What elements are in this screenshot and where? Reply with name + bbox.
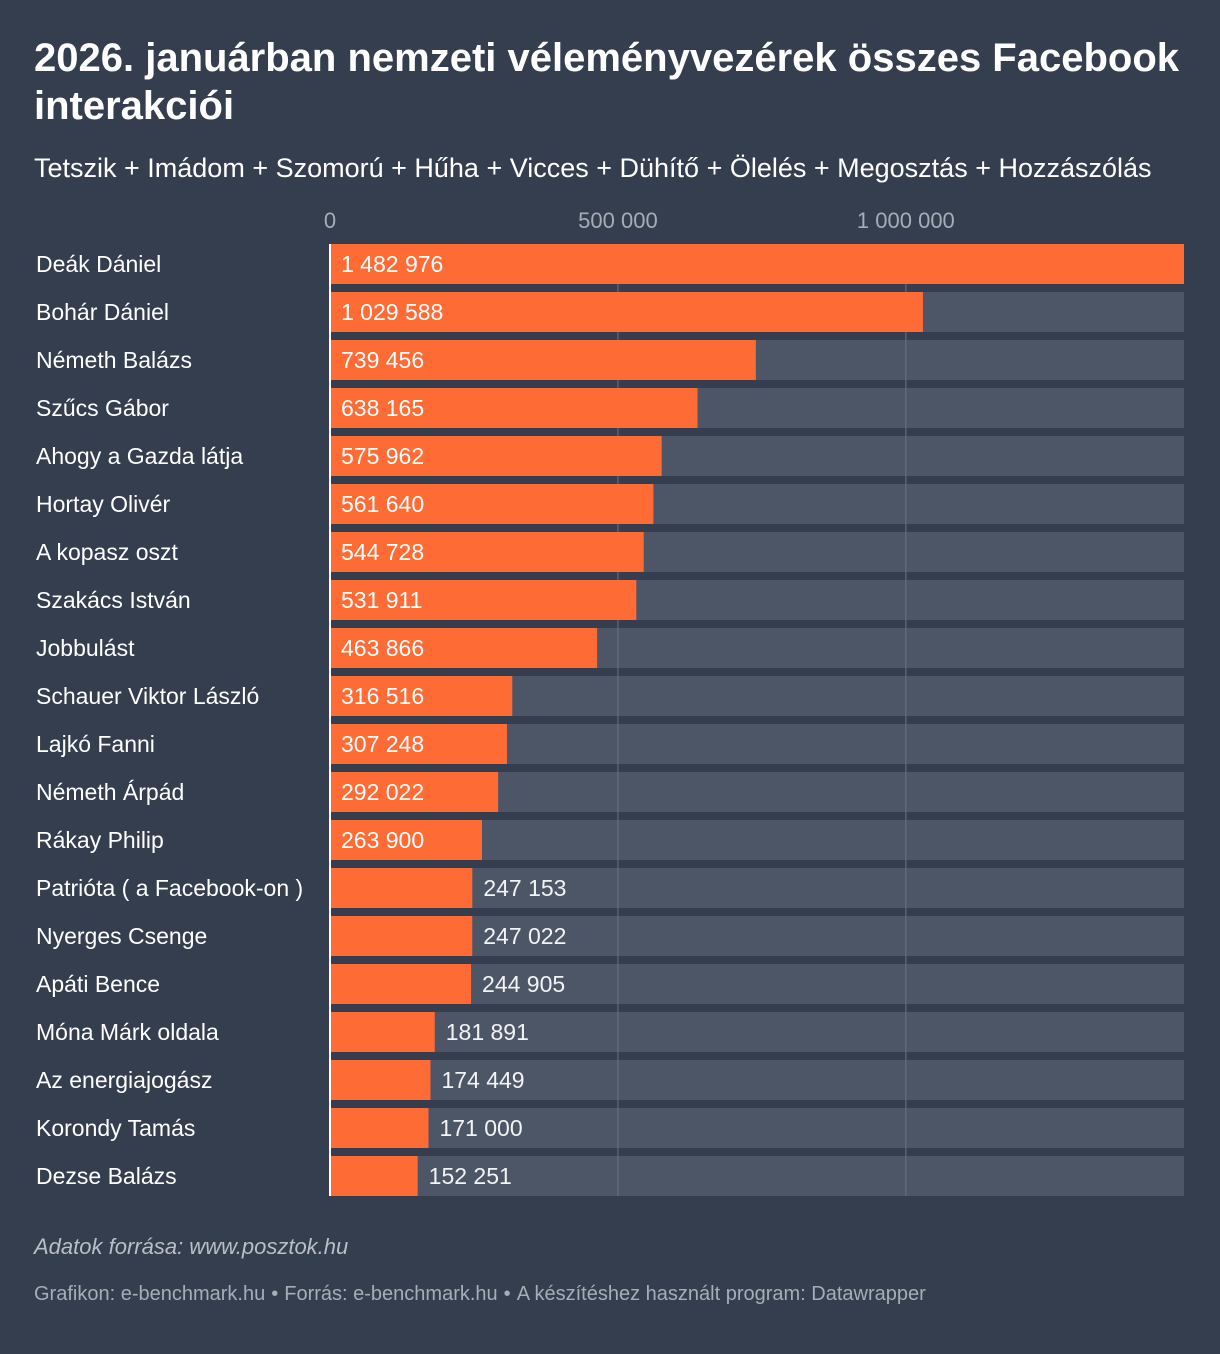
category-label: Apáti Bence (36, 971, 160, 997)
value-label: 561 640 (341, 491, 424, 517)
bar-track (330, 1156, 1184, 1196)
chart-subtitle: Tetszik + Imádom + Szomorú + Hűha + Vicc… (34, 153, 1152, 183)
value-label: 739 456 (341, 347, 424, 373)
footer-separator: • (271, 1283, 279, 1305)
bar (330, 244, 1184, 284)
bar (330, 676, 513, 716)
value-label: 247 022 (483, 923, 566, 949)
bar-track (330, 1108, 1184, 1148)
category-label: A kopasz oszt (36, 539, 179, 565)
data-source-note: Adatok forrása: www.posztok.hu (34, 1234, 349, 1259)
value-label: 544 728 (341, 539, 424, 565)
bar-chart: 0 500 000 1 000 000 Deák Dániel 1 482 976 Boh… (36, 208, 1184, 1196)
bar (330, 580, 637, 620)
value-label: 316 516 (341, 683, 424, 709)
bar-track (330, 1060, 1184, 1100)
category-label: Móna Márk oldala (36, 1019, 219, 1045)
bar-track (330, 868, 1184, 908)
footer-chart-credit: Grafikon: e-benchmark.hu (34, 1283, 266, 1305)
category-label: Deák Dániel (36, 251, 161, 277)
bar (330, 964, 472, 1004)
bar (330, 1108, 429, 1148)
category-label: Schauer Viktor László (36, 683, 259, 709)
bar-track (330, 964, 1184, 1004)
category-label: Rákay Philip (36, 827, 164, 853)
footer: Grafikon: e-benchmark.hu • Forrás: e-bench… (34, 1283, 926, 1306)
value-label: 292 022 (341, 779, 424, 805)
value-label: 463 866 (341, 635, 424, 661)
bar (330, 388, 698, 428)
value-label: 174 449 (441, 1067, 524, 1093)
bar (330, 1156, 418, 1196)
bar (330, 628, 598, 668)
value-label: 638 165 (341, 395, 424, 421)
bar (330, 724, 507, 764)
category-label: Korondy Tamás (36, 1115, 195, 1141)
bar (330, 436, 662, 476)
category-label: Az energiajogász (36, 1067, 212, 1093)
category-label: Szakács István (36, 587, 191, 613)
value-label: 247 153 (483, 875, 566, 901)
bar-track (330, 1012, 1184, 1052)
category-label: Hortay Olivér (36, 491, 171, 517)
bar (330, 868, 473, 908)
footer-tool: A készítéshez használt program: Datawrap… (516, 1283, 926, 1305)
category-label: Németh Balázs (36, 347, 192, 373)
bar (330, 1060, 431, 1100)
footer-source: Forrás: e-benchmark.hu (284, 1283, 498, 1305)
category-label: Dezse Balázs (36, 1163, 177, 1189)
category-label: Patrióta ( a Facebook-on ) (36, 875, 303, 901)
x-tick-label: 1 000 000 (857, 208, 955, 233)
category-label: Lajkó Fanni (36, 731, 155, 757)
value-label: 152 251 (429, 1163, 512, 1189)
value-label: 575 962 (341, 443, 424, 469)
bar (330, 484, 654, 524)
category-label: Nyerges Csenge (36, 923, 207, 949)
chart-title: 2026. januárban nemzeti véleményvezérek … (34, 36, 1180, 128)
bar (330, 772, 499, 812)
bar-track (330, 916, 1184, 956)
footer-separator: • (503, 1283, 511, 1305)
x-tick-label: 500 000 (578, 208, 658, 233)
value-label: 181 891 (446, 1019, 529, 1045)
value-label: 1 482 976 (341, 251, 443, 277)
bar (330, 820, 482, 860)
bar (330, 292, 923, 332)
category-label: Jobbulást (36, 635, 135, 661)
category-label: Bohár Dániel (36, 299, 169, 325)
bar (330, 532, 644, 572)
category-label: Németh Árpád (36, 779, 184, 805)
value-label: 244 905 (482, 971, 565, 997)
bar (330, 916, 473, 956)
bar (330, 1012, 435, 1052)
value-label: 171 000 (439, 1115, 522, 1141)
value-label: 307 248 (341, 731, 424, 757)
value-label: 531 911 (341, 587, 422, 613)
value-label: 263 900 (341, 827, 424, 853)
category-label: Szűcs Gábor (36, 395, 169, 421)
value-label: 1 029 588 (341, 299, 443, 325)
bar (330, 340, 756, 380)
x-tick-label: 0 (324, 208, 336, 233)
category-label: Ahogy a Gazda látja (36, 443, 243, 469)
